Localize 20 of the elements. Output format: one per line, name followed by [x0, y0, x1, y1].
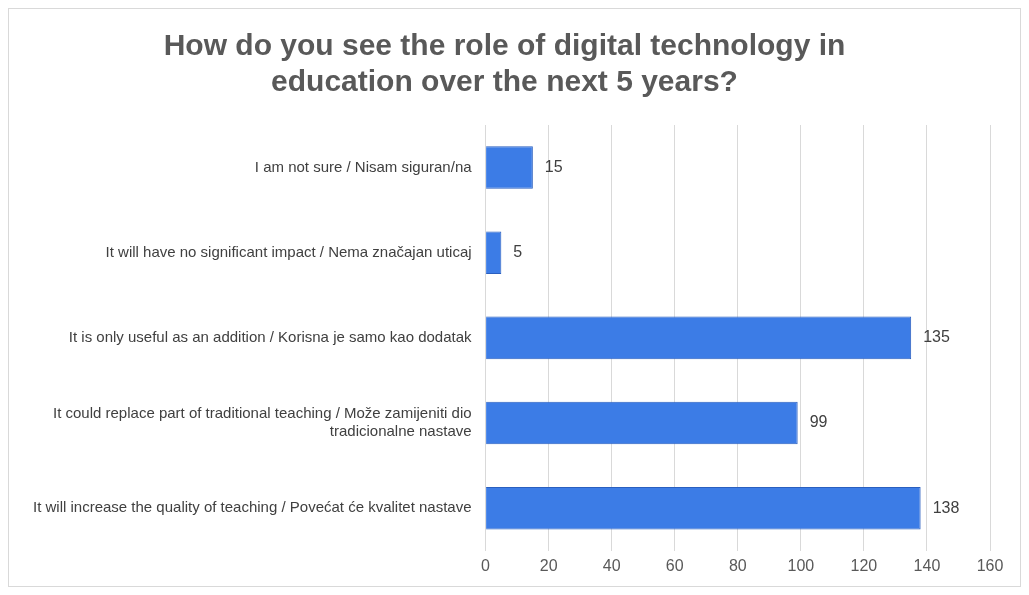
data-label: 15 [544, 157, 563, 175]
x-tick-label: 100 [787, 556, 815, 574]
x-tick-label: 120 [850, 556, 878, 574]
y-tick-label: It is only useful as an addition / Korisna je samo kao dodatak [68, 328, 473, 346]
x-tick-label: 20 [539, 556, 558, 574]
x-tick-label: 140 [913, 556, 941, 574]
y-tick-label: It will increase the quality of teaching / Povećat će kvalitet nastave [32, 498, 472, 516]
x-tick-label: 160 [976, 556, 1004, 574]
chart-title: How do you see the role of digital technology in education over the next 5 years? [163, 28, 846, 98]
data-label: 99 [809, 413, 828, 431]
data-label: 135 [923, 328, 950, 346]
x-tick-label: 60 [665, 556, 684, 574]
y-tick-label: It will have no significant impact / Nema značajan uticaj [105, 242, 472, 260]
x-tick-label: 40 [602, 556, 621, 574]
y-tick-label: It could replace part of traditional teaching / Može zamijeniti dio tradicionalne nastave [53, 404, 472, 440]
data-label: 5 [513, 243, 523, 261]
x-tick-label: 0 [481, 556, 491, 574]
y-tick-label: I am not sure / Nisam siguran/na [254, 157, 473, 175]
x-tick-label: 80 [728, 556, 747, 574]
data-label: 138 [932, 498, 960, 516]
